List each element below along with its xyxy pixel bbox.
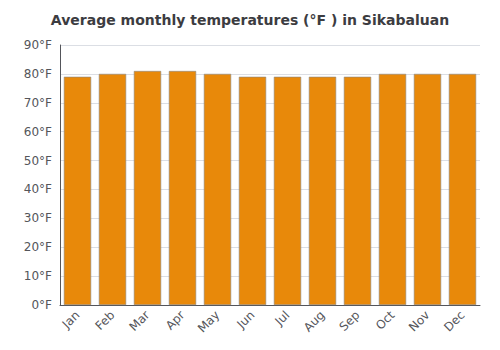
svg-text:Mar: Mar bbox=[127, 308, 153, 334]
svg-text:50°F: 50°F bbox=[24, 154, 52, 168]
svg-text:80°F: 80°F bbox=[24, 67, 52, 81]
svg-text:Nov: Nov bbox=[406, 308, 432, 334]
svg-text:Dec: Dec bbox=[441, 308, 467, 334]
svg-text:60°F: 60°F bbox=[24, 125, 52, 139]
svg-text:30°F: 30°F bbox=[24, 211, 52, 225]
svg-text:90°F: 90°F bbox=[24, 38, 52, 52]
svg-text:70°F: 70°F bbox=[24, 96, 52, 110]
svg-text:10°F: 10°F bbox=[24, 269, 52, 283]
svg-text:May: May bbox=[195, 308, 222, 335]
svg-text:Sep: Sep bbox=[337, 308, 363, 334]
svg-text:20°F: 20°F bbox=[24, 240, 52, 254]
svg-text:Apr: Apr bbox=[163, 308, 188, 333]
svg-text:Average monthly temperatures (: Average monthly temperatures (°F ) in Si… bbox=[51, 12, 449, 28]
svg-text:Jun: Jun bbox=[234, 308, 258, 332]
svg-text:Jan: Jan bbox=[59, 308, 83, 332]
svg-text:Oct: Oct bbox=[373, 308, 398, 333]
svg-text:0°F: 0°F bbox=[31, 298, 52, 312]
svg-text:Feb: Feb bbox=[93, 308, 118, 333]
svg-text:Aug: Aug bbox=[301, 308, 327, 334]
svg-text:40°F: 40°F bbox=[24, 182, 52, 196]
svg-text:Jul: Jul bbox=[272, 308, 293, 329]
